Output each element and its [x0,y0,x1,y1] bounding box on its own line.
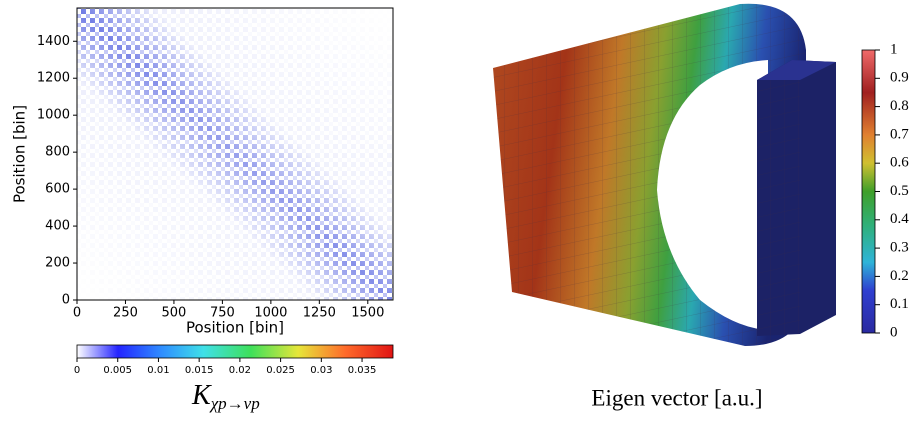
colorbar-tick-label: 0.035 [348,365,377,376]
x-tick-label: 1250 [303,306,336,321]
y-tick-label: 800 [45,145,70,160]
colorbar-tick-label: 0.3 [890,240,909,256]
colorbar [76,344,394,359]
colorbar-tick-label: 0.01 [147,365,169,376]
colorbar-label-main: K [191,380,212,411]
colorbar-tick-label: 0.4 [890,211,909,227]
colorbar-tick-label: 0.2 [890,268,909,284]
colorbar-tick-label: 0.5 [890,183,909,199]
x-tick-label: 250 [113,306,138,321]
colorbar-label: Eigen vector [a.u.] [591,385,762,410]
x-axis-label: Position [bin] [186,319,284,337]
colorbar-tick-label: 0.8 [890,98,909,114]
colorbar-tick-label: 0.03 [310,365,332,376]
x-tick-label: 0 [73,306,81,321]
y-tick-label: 400 [45,219,70,234]
colorbar-tick-label: 0.7 [890,126,909,142]
colorbar-tick-label: 0.025 [266,365,295,376]
x-tick-label: 500 [162,306,187,321]
surface-render [493,3,836,346]
colorbar-tick-label: 0.02 [229,365,251,376]
colorbar-tick-label: 0.9 [890,70,909,86]
colorbar-tick-label: 1 [890,41,898,57]
colorbar [861,49,876,334]
y-tick-label: 0 [62,293,70,308]
x-tick-label: 750 [210,306,235,321]
colorbar-tick-label: 0 [74,365,80,376]
x-tick-label: 1000 [254,306,287,321]
colorbar-label: Kχp→νp [191,380,260,412]
colorbar-tick-label: 0.6 [890,155,909,171]
y-tick-label: 1200 [37,71,70,86]
x-tick-label: 1500 [351,306,384,321]
colorbar-tick-label: 0 [890,324,898,340]
y-axis-label: Position [bin] [11,105,29,203]
y-tick-label: 200 [45,256,70,271]
y-tick-label: 1400 [37,34,70,49]
y-tick-label: 600 [45,182,70,197]
y-tick-label: 1000 [37,108,70,123]
colorbar-tick-label: 0.005 [103,365,132,376]
heatmap-image [76,7,394,301]
colorbar-tick-label: 0.1 [890,296,909,312]
colorbar-tick-label: 0.015 [185,365,214,376]
colorbar-label-subscript: χp→νp [209,394,260,413]
